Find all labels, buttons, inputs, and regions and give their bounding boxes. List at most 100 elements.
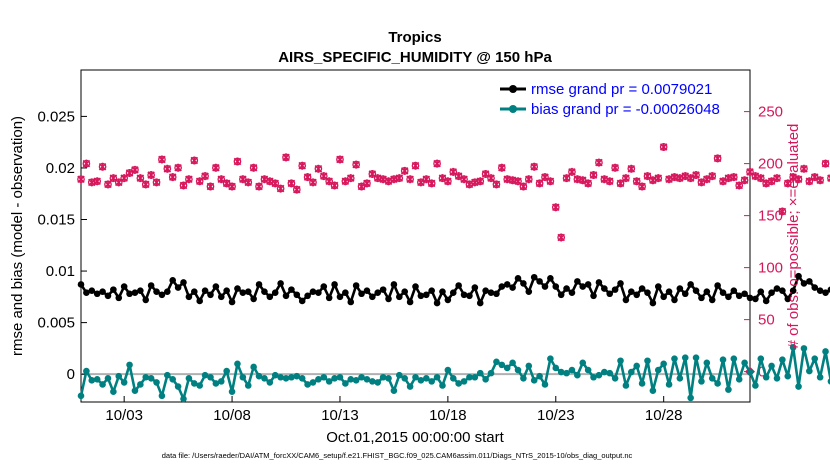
bias-point xyxy=(779,356,786,364)
rmse-point xyxy=(768,289,775,297)
bias-point xyxy=(708,374,716,382)
bias-point xyxy=(223,367,230,375)
rmse-point xyxy=(320,283,328,290)
obs-evaluated-point xyxy=(654,174,663,183)
rmse-point xyxy=(255,281,263,288)
y-tick-right-label: 150 xyxy=(758,208,783,225)
obs-evaluated-point xyxy=(627,164,636,173)
rmse-point xyxy=(649,299,657,307)
rmse-point xyxy=(417,292,425,300)
bias-point xyxy=(374,379,382,386)
bias-point xyxy=(401,374,409,382)
bias-point xyxy=(147,374,155,382)
bias-point xyxy=(369,378,376,385)
rmse-point xyxy=(83,289,90,297)
obs-evaluated-point xyxy=(659,142,668,151)
bias-point xyxy=(633,362,641,370)
rmse-point xyxy=(298,297,306,305)
rmse-point xyxy=(315,289,322,297)
obs-evaluated-point xyxy=(115,178,123,187)
rmse-point xyxy=(530,273,538,281)
bias-point xyxy=(126,361,133,369)
y-tick-left-label: 0.02 xyxy=(46,160,75,177)
rmse-point xyxy=(628,288,635,295)
rmse-point xyxy=(779,287,786,294)
obs-evaluated-point xyxy=(827,174,830,182)
obs-evaluated-point xyxy=(158,155,166,164)
rmse-point xyxy=(557,291,565,299)
rmse-point xyxy=(493,290,500,298)
rmse-point xyxy=(99,288,106,295)
obs-evaluated-point xyxy=(190,156,199,165)
bias-point xyxy=(363,376,371,383)
x-tick-label: 10/18 xyxy=(429,407,467,424)
obs-evaluated-point xyxy=(670,173,679,182)
rmse-point xyxy=(455,282,462,289)
bias-point xyxy=(741,359,748,367)
obs-evaluated-point xyxy=(541,173,549,182)
bias-point xyxy=(331,374,338,382)
rmse-point xyxy=(541,283,549,290)
obs-evaluated-point xyxy=(147,171,155,180)
rmse-point xyxy=(142,296,150,304)
rmse-point xyxy=(115,294,123,302)
obs-evaluated-point xyxy=(266,177,274,186)
bias-point xyxy=(396,371,403,379)
bias-point xyxy=(590,373,597,381)
obs-evaluated-point xyxy=(789,173,797,182)
rmse-point xyxy=(288,286,295,293)
obs-evaluated-point xyxy=(336,155,344,164)
bias-point xyxy=(563,369,570,377)
bias-point xyxy=(93,376,101,383)
rmse-point xyxy=(703,288,711,295)
obs-evaluated-point xyxy=(93,177,101,186)
rmse-point xyxy=(800,280,808,287)
obs-evaluated-point xyxy=(352,160,360,169)
rmse-point xyxy=(369,293,376,301)
obs-evaluated-point xyxy=(751,172,760,181)
bias-point xyxy=(439,382,446,389)
bias-point xyxy=(676,374,684,382)
bias-point xyxy=(288,373,295,381)
rmse-point xyxy=(137,287,144,294)
obs-evaluated-point xyxy=(600,175,609,184)
rmse-point xyxy=(498,283,506,290)
obs-evaluated-point xyxy=(98,162,107,171)
y-tick-right-label: 0 xyxy=(758,364,766,381)
rmse-point xyxy=(304,292,311,300)
y-axis-right: 0 50 100 150 200 250 xyxy=(744,104,783,381)
bias-point xyxy=(358,373,365,381)
obs-evaluated-point xyxy=(665,175,673,184)
rmse-point xyxy=(120,283,128,290)
bias-point xyxy=(822,348,829,355)
rmse-point xyxy=(752,295,759,303)
rmse-point xyxy=(611,286,619,293)
rmse-point xyxy=(379,286,387,293)
rmse-point xyxy=(342,289,349,297)
obs-evaluated-point xyxy=(481,170,490,179)
obs-evaluated-point xyxy=(152,178,161,187)
rmse-point xyxy=(223,287,230,294)
bias-point xyxy=(735,376,743,383)
bias-point xyxy=(579,359,587,367)
bias-point xyxy=(379,373,387,381)
rmse-point xyxy=(126,290,133,298)
obs-evaluated-series xyxy=(77,142,830,242)
obs-evaluated-point xyxy=(773,174,781,183)
rmse-point xyxy=(568,289,576,297)
y-tick-left-label: 0.015 xyxy=(37,212,75,229)
obs-evaluated-point xyxy=(778,207,787,216)
obs-evaluated-point xyxy=(217,175,226,184)
bias-point xyxy=(320,373,328,381)
bias-point xyxy=(228,388,236,395)
obs-evaluated-point xyxy=(174,163,182,172)
bias-point xyxy=(719,356,727,364)
rmse-point xyxy=(584,281,592,288)
bias-point xyxy=(212,380,220,387)
bias-point xyxy=(714,380,721,387)
obs-evaluated-point xyxy=(206,182,215,191)
obs-evaluated-point xyxy=(498,163,506,172)
bias-point xyxy=(757,355,765,362)
y-tick-right-label: 50 xyxy=(758,312,775,329)
bias-point xyxy=(304,381,311,388)
